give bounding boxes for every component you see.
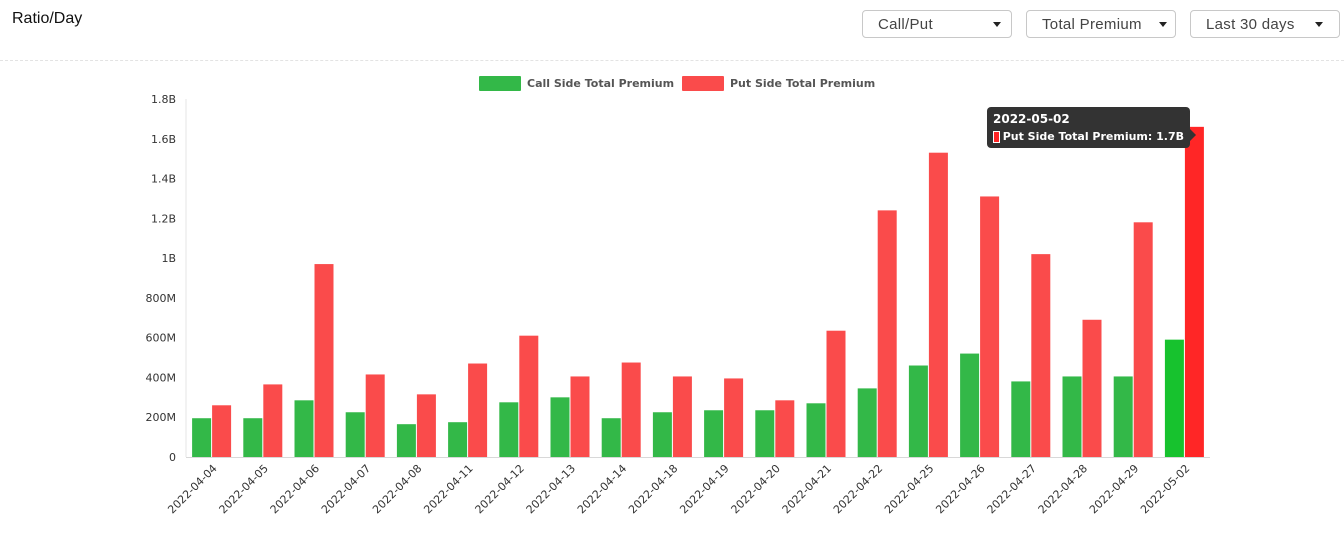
period-dropdown[interactable]: Last 30 days (1190, 10, 1340, 38)
period-label: Last 30 days (1206, 15, 1295, 33)
metric-label: Total Premium (1042, 15, 1142, 33)
call-bar (806, 403, 826, 457)
y-tick-label: 1.6B (151, 133, 176, 146)
tooltip-swatch (993, 131, 1000, 143)
caret-down-icon (1315, 21, 1323, 27)
caret-down-icon (1159, 21, 1167, 27)
call-bar (243, 418, 263, 457)
put-bar (775, 400, 795, 457)
put-bar (263, 384, 283, 457)
x-tick-label: 2022-04-11 (421, 462, 475, 516)
call-bar (448, 422, 468, 457)
put-bar (314, 264, 334, 457)
call-bar (652, 412, 672, 457)
legend-swatch (479, 76, 521, 91)
x-tick-label: 2022-04-22 (831, 462, 885, 516)
put-bar (212, 405, 232, 457)
x-tick-label: 2022-05-02 (1138, 462, 1192, 516)
legend-label: Call Side Total Premium (527, 77, 674, 90)
call-bar (345, 412, 365, 457)
x-tick-label: 2022-04-06 (268, 462, 322, 516)
x-tick-label: 2022-04-20 (729, 462, 783, 516)
put-bar (672, 376, 692, 457)
y-tick-label: 1.2B (151, 212, 176, 225)
call-bar (396, 424, 416, 457)
put-bar (365, 374, 385, 457)
caret-down-icon (993, 21, 1001, 27)
legend-label: Put Side Total Premium (730, 77, 875, 90)
x-tick-label: 2022-04-04 (165, 462, 219, 516)
x-tick-label: 2022-04-14 (575, 462, 629, 516)
put-bar (826, 330, 846, 457)
y-tick-label: 600M (146, 332, 177, 345)
x-tick-label: 2022-04-12 (473, 462, 527, 516)
x-tick-label: 2022-04-18 (626, 462, 680, 516)
call-bar (755, 410, 775, 457)
page-title: Ratio/Day (12, 10, 83, 27)
put-bar (416, 394, 436, 457)
put-bar (724, 378, 744, 457)
put-bar (570, 376, 590, 457)
ratio-type-label: Call/Put (878, 15, 933, 33)
x-tick-label: 2022-04-28 (1036, 462, 1090, 516)
metric-dropdown[interactable]: Total Premium (1026, 10, 1176, 38)
tooltip-label: Put Side Total Premium: 1.7B (1002, 130, 1184, 143)
call-bar (1113, 376, 1133, 457)
put-bar (980, 196, 1000, 457)
call-bar (192, 418, 212, 457)
x-tick-label: 2022-04-05 (217, 462, 271, 516)
put-bar (877, 210, 897, 457)
y-tick-label: 1B (161, 252, 176, 265)
put-bar (621, 362, 641, 457)
call-bar (960, 353, 980, 457)
x-tick-label: 2022-04-29 (1087, 462, 1141, 516)
call-bar (499, 402, 519, 457)
y-tick-label: 0 (169, 451, 176, 464)
put-bar (519, 335, 539, 457)
call-bar (601, 418, 621, 457)
put-bar (1031, 254, 1051, 457)
x-tick-label: 2022-04-07 (319, 462, 373, 516)
x-tick-label: 2022-04-27 (985, 462, 1039, 516)
tooltip-date: 2022-05-02 (993, 112, 1070, 126)
call-bar (550, 397, 570, 457)
chart-tooltip: 2022-05-02 Put Side Total Premium: 1.7B (987, 107, 1196, 148)
call-bar (1062, 376, 1082, 457)
put-bar (928, 152, 948, 457)
legend-swatch (682, 76, 724, 91)
put-bar (1082, 319, 1102, 457)
call-bar (294, 400, 314, 457)
x-tick-label: 2022-04-25 (882, 462, 936, 516)
call-bar (908, 365, 928, 457)
tooltip-row: Put Side Total Premium: 1.7B (993, 129, 1184, 145)
x-tick-label: 2022-04-26 (933, 462, 987, 516)
call-bar (704, 410, 724, 457)
x-tick-label: 2022-04-21 (780, 462, 834, 516)
y-tick-label: 1.4B (151, 173, 176, 186)
x-tick-label: 2022-04-13 (524, 462, 578, 516)
put-bar (468, 363, 488, 457)
ratio-type-dropdown[interactable]: Call/Put (862, 10, 1012, 38)
y-tick-label: 800M (146, 292, 177, 305)
tooltip-arrow (1190, 129, 1196, 141)
call-bar (1164, 339, 1184, 457)
x-tick-label: 2022-04-19 (677, 462, 731, 516)
call-bar (857, 388, 877, 457)
y-tick-label: 400M (146, 371, 177, 384)
call-bar (1011, 381, 1031, 457)
x-tick-label: 2022-04-08 (370, 462, 424, 516)
put-bar (1184, 126, 1204, 457)
put-bar (1133, 222, 1153, 457)
header-divider (0, 60, 1344, 61)
y-tick-label: 1.8B (151, 93, 176, 106)
y-tick-label: 200M (146, 411, 177, 424)
